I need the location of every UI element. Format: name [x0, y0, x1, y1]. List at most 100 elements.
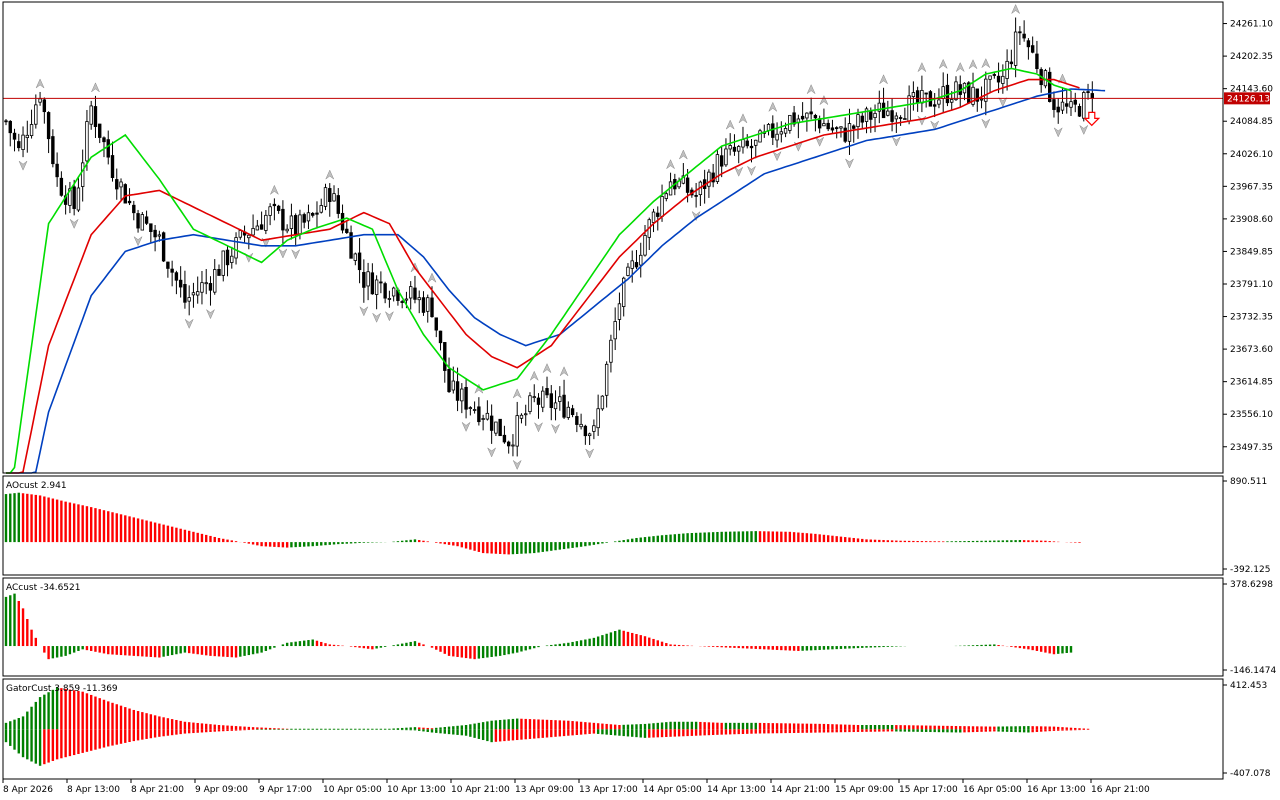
fractal-down-arrow — [384, 310, 395, 322]
bear-candle — [898, 117, 903, 119]
bull-candle — [319, 205, 323, 213]
bear-candle — [536, 397, 541, 405]
bear-candle — [1056, 106, 1060, 113]
time-tick-label: 8 Apr 21:00 — [131, 785, 184, 795]
bear-candle — [711, 172, 715, 183]
bear-candle — [166, 261, 170, 269]
ac-indicator-pane[interactable] — [4, 593, 1073, 660]
time-tick-label: 8 Apr 13:00 — [67, 785, 120, 795]
bull-candle — [494, 421, 498, 434]
bear-candle — [498, 418, 502, 437]
bull-candle — [839, 126, 843, 129]
bull-candle — [532, 396, 536, 399]
bull-candle — [920, 90, 924, 104]
bear-candle — [975, 88, 979, 102]
fractal-up-arrow — [678, 149, 688, 160]
bear-candle — [144, 216, 149, 224]
time-tick-label: 15 Apr 09:00 — [835, 785, 894, 795]
bull-candle — [715, 154, 720, 182]
fractal-down-arrow — [291, 248, 301, 260]
bull-candle — [805, 112, 809, 119]
bear-candle — [132, 204, 136, 214]
bear-candle — [915, 90, 920, 104]
bear-candle — [443, 342, 447, 371]
bull-candle — [38, 98, 42, 103]
bull-candle — [80, 162, 85, 187]
bull-candle — [289, 215, 294, 229]
bull-candle — [323, 187, 328, 207]
alligator-jaw-line — [6, 88, 1106, 474]
fractal-up-arrow — [981, 57, 991, 69]
price-pane[interactable] — [3, 3, 1223, 474]
bull-candle — [758, 130, 762, 143]
fractal-up-arrow — [725, 119, 735, 130]
bear-candle — [1077, 106, 1082, 117]
bear-candle — [281, 208, 285, 231]
price-tick-label: 23673.60 — [1230, 345, 1273, 355]
bear-candle — [562, 394, 566, 418]
time-tick-label: 10 Apr 21:00 — [451, 785, 510, 795]
bear-candle — [996, 75, 1001, 83]
bear-candle — [400, 301, 404, 303]
indicator-tick-label: -407.078 — [1230, 769, 1271, 779]
price-tick-label: 23908.60 — [1230, 215, 1273, 225]
bull-candle — [1069, 101, 1073, 108]
bull-candle — [775, 133, 779, 141]
price-tick-label: 23497.35 — [1230, 443, 1273, 453]
bull-candle — [238, 230, 242, 238]
bear-candle — [93, 106, 98, 127]
time-tick-label: 14 Apr 13:00 — [707, 785, 766, 795]
bull-candle — [230, 255, 234, 263]
bull-candle — [515, 415, 519, 447]
time-axis: 8 Apr 2026 8 Apr 13:00 8 Apr 21:00 9 Apr 09… — [2, 779, 1150, 795]
price-tick-label: 23791.10 — [1230, 280, 1273, 290]
bear-candle — [1018, 31, 1022, 34]
bull-candle — [639, 254, 643, 266]
bear-candle — [328, 188, 332, 202]
fractal-down-arrow — [372, 312, 382, 323]
bear-candle — [349, 232, 353, 259]
bull-candle — [34, 104, 38, 125]
time-tick-label: 15 Apr 17:00 — [899, 785, 958, 795]
time-tick-label: 14 Apr 21:00 — [771, 785, 830, 795]
bear-candle — [345, 228, 349, 233]
bull-candle — [511, 444, 515, 447]
bull-candle — [119, 181, 123, 188]
indicator-axes: 890.511 -392.125 378.6298 -146.1474 412.453 -… — [1223, 477, 1276, 779]
bull-candle — [579, 423, 583, 428]
fractal-down-arrow — [981, 118, 991, 129]
bear-candle — [302, 214, 306, 223]
bear-candle — [42, 99, 47, 113]
fractal-down-arrow — [691, 210, 701, 222]
bear-candle — [217, 269, 221, 276]
bear-candle — [869, 111, 873, 120]
bear-candle — [685, 177, 690, 193]
bull-candle — [89, 105, 93, 125]
fractal-down-arrow — [844, 158, 855, 169]
fractal-up-arrow — [665, 159, 676, 170]
bull-candle — [472, 409, 477, 411]
bull-candle — [707, 171, 711, 187]
bear-candle — [272, 203, 277, 207]
bear-candle — [1052, 99, 1056, 110]
bear-candle — [924, 92, 928, 95]
gator-indicator-pane[interactable] — [4, 687, 1090, 766]
bull-candle — [596, 408, 600, 429]
bear-candle — [570, 408, 575, 416]
fractals — [18, 3, 1089, 471]
ao-indicator-pane[interactable] — [4, 492, 1081, 555]
bull-candle — [877, 102, 881, 112]
bull-candle — [404, 298, 409, 301]
bull-candle — [76, 187, 81, 211]
bull-candle — [766, 124, 771, 131]
bull-candle — [268, 206, 272, 216]
bear-candle — [413, 287, 417, 300]
bull-candle — [651, 211, 656, 223]
fractal-down-arrow — [205, 308, 216, 320]
fractal-down-arrow — [18, 160, 28, 171]
current-price-tag-text: 24126.13 — [1227, 94, 1270, 104]
bull-candle — [856, 114, 860, 128]
price-tick-label: 24026.10 — [1230, 150, 1273, 160]
